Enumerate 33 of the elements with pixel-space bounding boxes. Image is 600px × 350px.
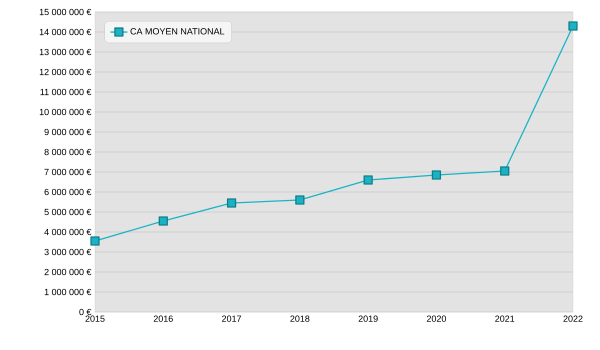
x-tick-label: 2016 — [154, 316, 173, 322]
point — [432, 170, 442, 180]
point — [568, 21, 578, 31]
y-tick-label: 12 000 000 € — [40, 68, 92, 76]
x-tick-label: 2020 — [426, 316, 446, 322]
x-tick-label: 2022 — [563, 316, 583, 322]
x-tick-label: 2021 — [495, 316, 514, 322]
y-tick-label: 14 000 000 € — [40, 28, 92, 36]
x-tick-label: 2015 — [85, 316, 105, 322]
point — [364, 175, 373, 185]
y-tick-label: 3 000 000 € — [44, 248, 92, 256]
point — [500, 166, 510, 176]
point — [90, 236, 100, 246]
y-tick-label: 1 000 000 € — [44, 288, 92, 296]
y-tick-label: 15 000 000 € — [40, 8, 92, 16]
y-tick-label: 7 000 000 € — [44, 168, 92, 176]
x-tick-label: 2017 — [222, 316, 242, 322]
y-tick-label: 10 000 000 € — [40, 108, 92, 116]
y-tick-label: 0 € — [79, 308, 92, 316]
point — [295, 195, 304, 205]
x-tick-label: 2018 — [290, 316, 310, 322]
x-tick-label: 2019 — [358, 316, 378, 322]
y-tick-label: 13 000 000 € — [40, 48, 92, 56]
point — [226, 198, 236, 208]
y-tick-label: 11 000 000 € — [40, 88, 92, 96]
y-tick-label: 6 000 000 € — [44, 188, 92, 196]
point — [158, 216, 168, 226]
y-tick-label: 9 000 000 € — [44, 128, 92, 136]
legend-label: CA MOYEN NATIONAL — [130, 28, 224, 35]
y-tick-label: 2 000 000 € — [44, 268, 92, 276]
y-tick-label: 5 000 000 € — [44, 208, 92, 216]
y-tick-label: 4 000 000 € — [44, 228, 92, 236]
y-tick-label: 8 000 000 € — [44, 148, 92, 156]
